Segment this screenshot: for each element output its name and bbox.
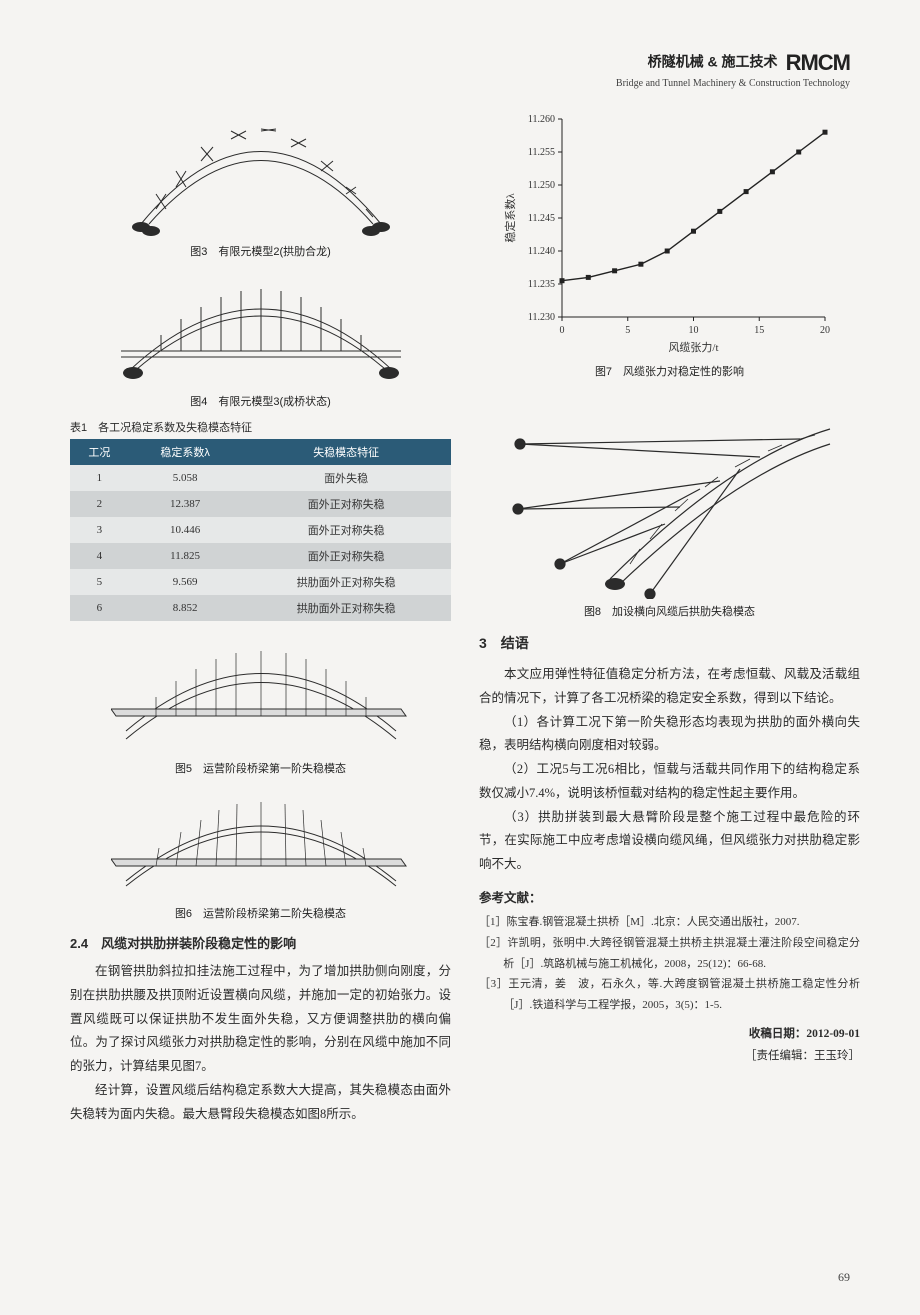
section-3-p4: （3）拱肋拼装到最大悬臂阶段是整个施工过程中最危险的环节，在实际施工中应考虑增设…: [479, 806, 860, 877]
table-row: 411.825面外正对称失稳: [70, 543, 451, 569]
figure-3: 图3 有限元模型2(拱肋合龙): [70, 109, 451, 259]
section-3-p2: （1）各计算工况下第一阶失稳形态均表现为拱肋的面外横向失稳，表明结构横向刚度相对…: [479, 711, 860, 759]
table-cell: 拱肋面外正对称失稳: [241, 569, 451, 595]
table-cell: 12.387: [129, 491, 242, 517]
figure-5: 图5 运营阶段桥梁第一阶失稳模态: [70, 631, 451, 776]
page-number: 69: [838, 1270, 850, 1285]
buckling-mode-1-icon: [111, 631, 411, 756]
svg-text:15: 15: [754, 325, 764, 336]
page-columns: 图3 有限元模型2(拱肋合龙): [70, 109, 860, 1126]
svg-text:0: 0: [559, 325, 564, 336]
right-column: 11.230 11.235 11.240 11.245 11.250 11.255 11.2…: [479, 109, 860, 1126]
table-cell: 8.852: [129, 595, 242, 621]
received-date: 收稿日期：2012-09-01: [479, 1024, 860, 1046]
table-col-2: 失稳模态特征: [241, 439, 451, 465]
table-cell: 面外正对称失稳: [241, 491, 451, 517]
buckling-mode-2-icon: [111, 786, 411, 901]
figure-4: 图4 有限元模型3(成桥状态): [70, 269, 451, 409]
figure-7-caption: 图7 风缆张力对稳定性的影响: [479, 363, 860, 379]
header-logo: RMCM: [786, 50, 850, 76]
table-cell: 面外正对称失稳: [241, 517, 451, 543]
line-chart: 11.230 11.235 11.240 11.245 11.250 11.255 11.2…: [500, 109, 840, 359]
table-cell: 面外失稳: [241, 465, 451, 491]
section-3-p3: （2）工况5与工况6相比，恒载与活载共同作用下的结构稳定系数仅减小7.4%，说明…: [479, 758, 860, 806]
cable-arch-icon: [500, 389, 840, 599]
svg-text:11.250: 11.250: [527, 180, 554, 191]
table-cell: 2: [70, 491, 129, 517]
figure-6: 图6 运营阶段桥梁第二阶失稳模态: [70, 786, 451, 921]
svg-text:11.240: 11.240: [527, 246, 554, 257]
figure-5-caption: 图5 运营阶段桥梁第一阶失稳模态: [70, 760, 451, 776]
figure-4-caption: 图4 有限元模型3(成桥状态): [70, 393, 451, 409]
table-row: 310.446面外正对称失稳: [70, 517, 451, 543]
figure-7: 11.230 11.235 11.240 11.245 11.250 11.255 11.2…: [479, 109, 860, 379]
svg-text:风缆张力/t: 风缆张力/t: [668, 341, 718, 354]
figure-8-caption: 图8 加设横向风缆后拱肋失稳模态: [479, 603, 860, 619]
svg-text:11.235: 11.235: [527, 279, 554, 290]
table-cell: 拱肋面外正对称失稳: [241, 595, 451, 621]
figure-8: 图8 加设横向风缆后拱肋失稳模态: [479, 389, 860, 619]
journal-header: 桥隧机械 & 施工技术 RMCM Bridge and Tunnel Machi…: [70, 50, 860, 89]
table-cell: 6: [70, 595, 129, 621]
table-cell: 11.825: [129, 543, 242, 569]
article-footer: 收稿日期：2012-09-01 ［责任编辑：王玉玲］: [479, 1024, 860, 1068]
svg-text:稳定系数λ: 稳定系数λ: [503, 193, 517, 243]
table-row: 59.569拱肋面外正对称失稳: [70, 569, 451, 595]
table-cell: 5: [70, 569, 129, 595]
table-row: 212.387面外正对称失稳: [70, 491, 451, 517]
table-cell: 1: [70, 465, 129, 491]
section-2-4-p2: 经计算，设置风缆后结构稳定系数大大提高，其失稳模态由面外失稳转为面内失稳。最大悬…: [70, 1079, 451, 1127]
references-title: 参考文献：: [479, 887, 860, 906]
svg-text:11.255: 11.255: [527, 147, 554, 158]
figure-6-caption: 图6 运营阶段桥梁第二阶失稳模态: [70, 905, 451, 921]
left-column: 图3 有限元模型2(拱肋合龙): [70, 109, 451, 1126]
reference-item: ［3］王元清，姜 波，石永久，等.大跨度钢管混凝土拱桥施工稳定性分析［J］.铁道…: [479, 974, 860, 1016]
table-col-0: 工况: [70, 439, 129, 465]
arch-model-icon: [121, 109, 401, 239]
svg-text:11.230: 11.230: [527, 312, 554, 323]
header-en: Bridge and Tunnel Machinery & Constructi…: [70, 78, 850, 89]
table-1-title: 表1 各工况稳定系数及失稳模态特征: [70, 419, 451, 435]
bridge-model-icon: [111, 269, 411, 389]
table-cell: 面外正对称失稳: [241, 543, 451, 569]
reference-item: ［1］陈宝春.钢管混凝土拱桥［M］.北京：人民交通出版社，2007.: [479, 912, 860, 933]
section-2-4-p1: 在钢管拱肋斜拉扣挂法施工过程中，为了增加拱肋侧向刚度，分别在拱肋拱腰及拱顶附近设…: [70, 960, 451, 1079]
table-row: 15.058面外失稳: [70, 465, 451, 491]
table-cell: 4: [70, 543, 129, 569]
section-3-p1: 本文应用弹性特征值稳定分析方法，在考虑恒载、风载及活载组合的情况下，计算了各工况…: [479, 663, 860, 711]
table-cell: 9.569: [129, 569, 242, 595]
references-list: ［1］陈宝春.钢管混凝土拱桥［M］.北京：人民交通出版社，2007.［2］许凯明…: [479, 912, 860, 1016]
section-3-title: 3 结语: [479, 633, 860, 653]
section-2-4-title: 2.4 风缆对拱肋拼装阶段稳定性的影响: [70, 933, 451, 952]
table-col-1: 稳定系数λ: [129, 439, 242, 465]
figure-3-caption: 图3 有限元模型2(拱肋合龙): [70, 243, 451, 259]
header-cn: 桥隧机械 & 施工技术: [648, 54, 778, 70]
svg-text:10: 10: [688, 325, 698, 336]
table-1: 工况 稳定系数λ 失稳模态特征 15.058面外失稳212.387面外正对称失稳…: [70, 439, 451, 621]
table-cell: 5.058: [129, 465, 242, 491]
table-cell: 10.446: [129, 517, 242, 543]
svg-text:11.245: 11.245: [527, 213, 554, 224]
table-cell: 3: [70, 517, 129, 543]
editor-line: ［责任编辑：王玉玲］: [479, 1046, 860, 1068]
svg-text:5: 5: [625, 325, 630, 336]
reference-item: ［2］许凯明，张明中.大跨径钢管混凝土拱桥主拱混凝土灌注阶段空间稳定分析［J］.…: [479, 933, 860, 975]
svg-text:11.260: 11.260: [527, 114, 554, 125]
table-row: 68.852拱肋面外正对称失稳: [70, 595, 451, 621]
svg-text:20: 20: [820, 325, 830, 336]
